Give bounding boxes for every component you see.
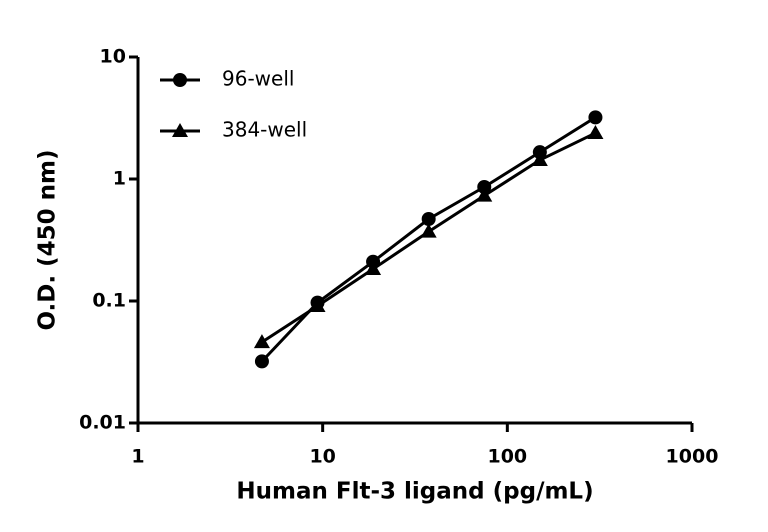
x-tick-label: 1000 xyxy=(666,446,719,468)
legend-label: 96-well xyxy=(222,67,294,91)
x-tick-label: 1 xyxy=(131,446,144,468)
y-tick-label: 10 xyxy=(100,46,126,68)
data-point xyxy=(531,152,548,167)
legend-marker xyxy=(173,73,187,87)
y-tick-label: 1 xyxy=(113,168,126,190)
data-point xyxy=(254,354,269,369)
data-point xyxy=(476,187,493,202)
y-tick-label: 0.1 xyxy=(92,290,126,312)
data-point xyxy=(309,297,326,312)
data-point xyxy=(421,212,436,227)
data-point xyxy=(477,179,492,194)
data-point xyxy=(420,223,437,238)
data-point xyxy=(588,110,603,125)
y-axis-title: O.D. (450 nm) xyxy=(35,149,61,330)
data-point xyxy=(587,125,604,140)
x-axis-title: Human Flt-3 ligand (pg/mL) xyxy=(236,479,593,505)
data-point xyxy=(365,260,382,275)
legend-marker xyxy=(172,123,188,137)
y-tick-label: 0.01 xyxy=(79,412,126,434)
legend-label: 384-well xyxy=(222,118,307,142)
x-tick-label: 100 xyxy=(487,446,527,468)
data-point xyxy=(253,334,270,349)
x-tick-label: 10 xyxy=(309,446,335,468)
